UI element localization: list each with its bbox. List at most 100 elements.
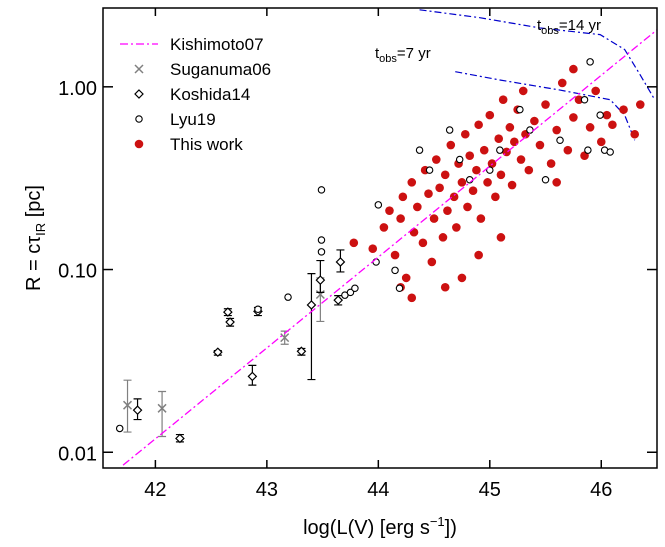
annotation-sub: obs	[379, 53, 397, 65]
dot-marker	[443, 206, 452, 215]
diamond-marker	[222, 307, 233, 317]
dot-marker	[407, 178, 417, 187]
dot-marker	[457, 178, 467, 187]
diamond-marker	[315, 275, 326, 285]
x-marker	[157, 403, 167, 413]
dot-marker	[468, 186, 478, 196]
dot-marker	[524, 165, 534, 175]
dot-marker	[569, 113, 578, 122]
dot-marker	[510, 137, 519, 147]
dot-marker	[452, 223, 461, 232]
dot-marker	[440, 170, 450, 180]
annotation-part: =14 yr	[559, 17, 601, 34]
circle-marker	[496, 146, 504, 154]
plot-frame	[102, 7, 658, 469]
dot-marker	[530, 116, 539, 126]
circle-marker	[541, 176, 550, 184]
y-tick-label: 0.10	[58, 261, 97, 283]
dot-marker	[435, 183, 444, 193]
circle-marker	[556, 136, 564, 144]
dot-marker	[449, 192, 459, 202]
diamond-marker	[247, 371, 258, 382]
fit-line	[122, 29, 657, 466]
x-label-sup: −1	[430, 514, 445, 529]
dot-marker	[635, 100, 645, 109]
legend-label: Koshida14	[170, 85, 250, 104]
dot-marker	[541, 100, 550, 109]
dot-marker	[563, 145, 573, 155]
circle-marker	[317, 248, 326, 256]
dot-marker	[429, 214, 439, 223]
dot-marker	[552, 178, 561, 187]
plot-area	[115, 9, 657, 466]
diamond-marker	[175, 433, 185, 444]
tobs-curve	[419, 9, 656, 101]
dot-marker	[460, 129, 470, 139]
dot-marker	[418, 238, 428, 248]
dot-marker	[463, 202, 472, 212]
dot-marker	[398, 192, 408, 202]
circle-marker	[115, 424, 124, 433]
error-bar	[158, 390, 167, 438]
circle-marker	[391, 266, 399, 275]
x-label-part: ])	[445, 517, 457, 539]
dot-marker	[591, 86, 600, 96]
dot-marker	[535, 140, 545, 150]
legend-label: Kishimoto07	[170, 35, 264, 54]
dot-marker	[498, 95, 508, 105]
dot-marker	[427, 257, 437, 267]
dot-marker	[496, 170, 506, 180]
x-marker	[122, 400, 133, 410]
y-tick-label: 0.01	[58, 443, 97, 465]
x-tick-label: 43	[256, 479, 278, 501]
dot-marker	[569, 64, 578, 74]
dot-marker	[483, 178, 492, 187]
dot-marker	[619, 105, 628, 114]
circle-marker	[254, 305, 262, 314]
dot-marker	[585, 123, 595, 132]
circle-marker	[415, 146, 424, 154]
annotation: tobs=14 yr	[537, 17, 601, 37]
x-label-part: log(L(V) [erg s	[303, 517, 430, 539]
circle-marker	[284, 293, 292, 301]
dot-marker	[502, 147, 511, 157]
dot-marker	[491, 192, 500, 202]
circle-marker	[135, 115, 143, 123]
y-label-part: [pc]	[23, 185, 45, 223]
circle-marker	[455, 155, 464, 164]
diamond-marker	[134, 89, 144, 99]
y-tick-label: 1.00	[58, 78, 97, 100]
dot-marker	[431, 155, 441, 164]
circle-marker	[465, 176, 474, 184]
circle-marker	[586, 58, 594, 66]
dot-marker	[368, 244, 378, 254]
annotation-part: t	[537, 17, 542, 34]
dot-marker	[440, 282, 450, 292]
y-label-part: R = cτ	[23, 236, 45, 291]
dot-marker	[396, 214, 405, 223]
circle-marker	[351, 284, 359, 292]
diamond-marker	[296, 346, 307, 357]
circle-marker	[580, 95, 589, 104]
dot-marker	[409, 227, 419, 237]
dot-marker	[134, 139, 144, 149]
dot-marker	[494, 134, 504, 144]
y-label-sub: IR	[33, 223, 48, 236]
dot-marker	[413, 202, 422, 212]
diamond-marker	[306, 300, 317, 310]
circle-marker	[516, 105, 524, 114]
dot-marker	[574, 95, 584, 105]
dot-marker	[557, 78, 567, 88]
dot-marker	[552, 125, 561, 135]
dot-marker	[518, 86, 528, 96]
x-tick-label: 46	[590, 479, 612, 501]
circle-marker	[526, 126, 534, 134]
dot-marker	[474, 250, 483, 260]
dot-marker	[379, 223, 389, 232]
x-marker	[280, 333, 290, 343]
annotation-part: t	[375, 45, 380, 62]
dot-marker	[407, 293, 417, 303]
diamond-marker	[132, 405, 143, 415]
annotation-sub: obs	[541, 25, 559, 37]
dot-marker	[546, 159, 556, 168]
